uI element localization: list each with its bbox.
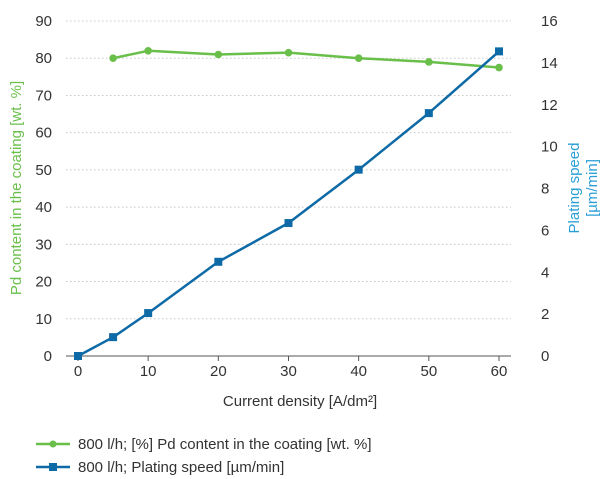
data-point-0: [425, 58, 433, 66]
x-tick-label: 10: [140, 363, 157, 380]
grid: [66, 20, 511, 320]
right-tick-label: 10: [541, 139, 558, 156]
right-tick-label: 6: [541, 222, 549, 239]
legend-marker-speed: [49, 463, 57, 471]
data-point-0: [214, 50, 223, 59]
series-line-1: [77, 50, 500, 358]
data-point-1: [495, 47, 503, 56]
data-point-1: [74, 352, 82, 360]
series-layer: [74, 46, 503, 360]
left-tick-label: 70: [35, 87, 52, 104]
legend: 800 l/h; [%] Pd content in the coating […: [36, 436, 372, 476]
data-point-1: [214, 257, 223, 266]
right-tick-label: 8: [541, 181, 549, 198]
right-tick-label: 2: [541, 306, 549, 323]
x-tick-label: 50: [420, 363, 437, 380]
x-tick-label: 40: [350, 363, 367, 380]
tick-labels: 0 10 20 30 40 50 60 0 10 20 30 40 50 60 70 80 90 0 2 4 6 8 10 1…: [35, 13, 557, 380]
left-tick-label: 50: [35, 162, 52, 179]
right-axis-label-line2: [µm/min]: [584, 159, 601, 217]
data-point-1: [284, 219, 293, 228]
legend-item-speed: 800 l/h; Plating speed [µm/min]: [36, 459, 284, 476]
right-tick-label: 4: [541, 264, 549, 281]
data-point-1: [354, 165, 363, 174]
left-tick-label: 20: [35, 274, 52, 291]
left-tick-label: 40: [35, 199, 52, 216]
x-tick-label: 60: [491, 363, 508, 380]
series-line-0: [112, 49, 500, 69]
data-point-1: [109, 333, 118, 342]
x-axis-label: Current density [A/dm²]: [223, 393, 377, 410]
right-axis-label-line1: Plating speed: [566, 143, 583, 234]
legend-label-speed: 800 l/h; Plating speed [µm/min]: [78, 459, 284, 476]
right-tick-label: 12: [541, 97, 558, 114]
data-point-0: [495, 63, 503, 72]
data-point-1: [424, 109, 433, 118]
left-tick-label: 0: [44, 348, 52, 365]
legend-item-pd: 800 l/h; [%] Pd content in the coating […: [36, 436, 372, 453]
right-tick-label: 14: [541, 55, 558, 72]
data-point-0: [109, 54, 117, 63]
right-tick-label: 16: [541, 13, 558, 30]
left-tick-label: 60: [35, 125, 52, 142]
axes: [66, 355, 511, 361]
x-tick-label: 30: [280, 363, 297, 380]
data-point-1: [144, 309, 153, 318]
x-tick-label: 0: [74, 363, 82, 380]
data-point-0: [354, 54, 363, 63]
left-tick-label: 10: [35, 311, 52, 328]
left-tick-label: 90: [35, 13, 52, 30]
x-tick-label: 20: [210, 363, 227, 380]
right-tick-label: 0: [541, 348, 549, 365]
legend-marker-pd: [49, 440, 57, 448]
data-point-0: [284, 48, 293, 57]
left-axis-label: Pd content in the coating [wt. %]: [8, 81, 25, 295]
left-tick-label: 80: [35, 50, 52, 67]
left-tick-label: 30: [35, 236, 52, 253]
legend-label-pd: 800 l/h; [%] Pd content in the coating […: [78, 436, 372, 453]
data-point-0: [144, 46, 152, 55]
